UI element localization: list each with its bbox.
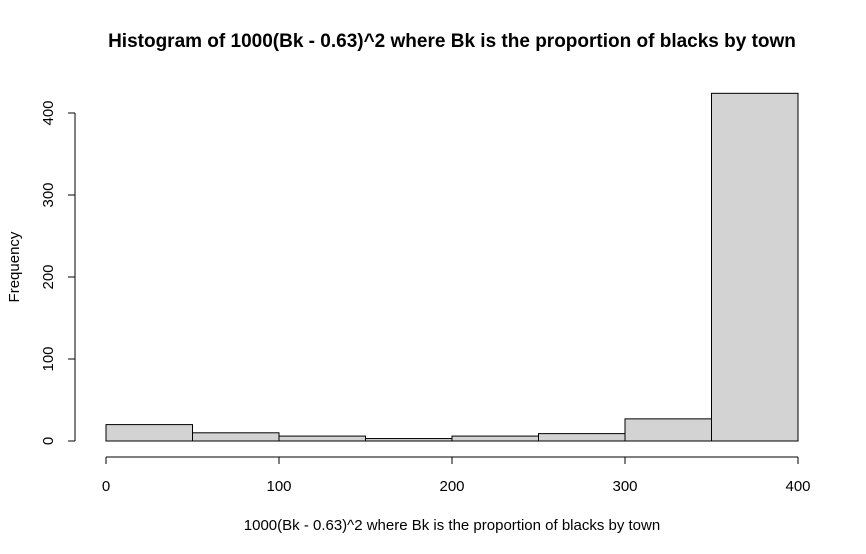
- chart-title: Histogram of 1000(Bk - 0.63)^2 where Bk …: [108, 31, 796, 52]
- y-tick-label: 100: [40, 346, 57, 371]
- y-tick-label: 200: [40, 264, 57, 289]
- x-axis: 0 100 200 300 400: [102, 456, 811, 495]
- x-axis-label: 1000(Bk - 0.63)^2 where Bk is the propor…: [244, 517, 660, 534]
- histogram-bar-3: [365, 438, 453, 442]
- y-axis-label: Frequency: [6, 231, 23, 302]
- x-tick-label: 200: [439, 478, 464, 495]
- bars-group: [105, 92, 799, 442]
- histogram-bar-7: [711, 92, 799, 442]
- x-tick-label: 0: [102, 478, 110, 495]
- histogram-bar-1: [192, 432, 280, 442]
- y-tick-label: 300: [40, 182, 57, 207]
- histogram-bar-5: [538, 433, 626, 442]
- x-tick-label: 400: [785, 478, 810, 495]
- histogram-bar-0: [105, 424, 193, 442]
- histogram-bar-4: [451, 435, 539, 442]
- y-axis: 0 100 200 300 400: [40, 100, 76, 445]
- histogram-bar-2: [278, 435, 366, 442]
- y-tick-label: 400: [40, 100, 57, 125]
- y-tick-label: 0: [40, 437, 57, 445]
- x-tick-label: 100: [266, 478, 291, 495]
- histogram-bar-6: [624, 418, 712, 442]
- x-tick-label: 300: [612, 478, 637, 495]
